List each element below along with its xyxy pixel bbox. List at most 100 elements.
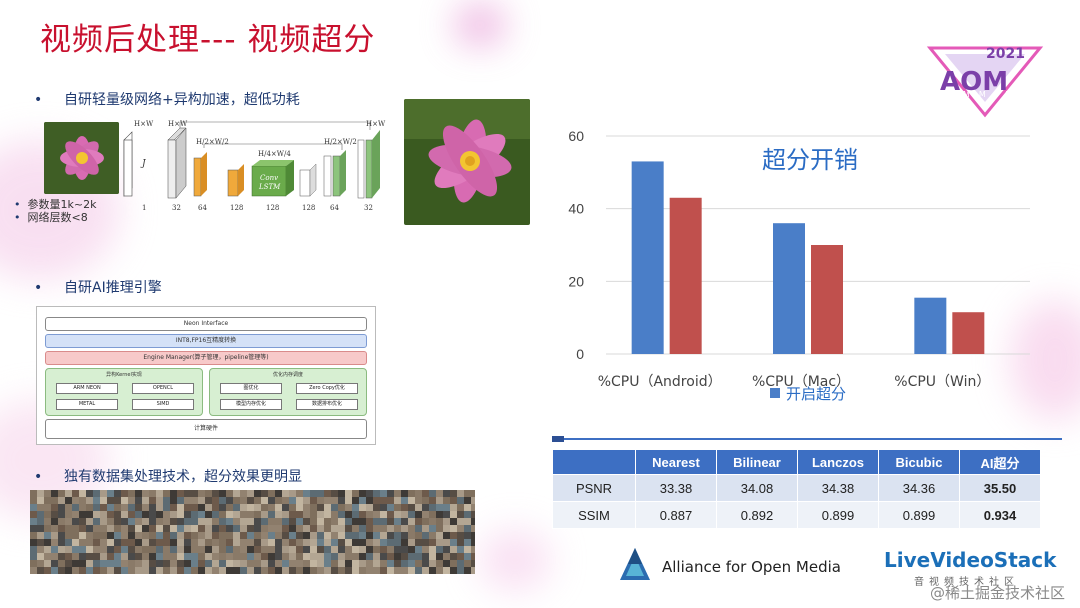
network-params-text: 参数量1k~2k xyxy=(27,198,97,211)
mosaic-tile xyxy=(359,497,366,504)
mosaic-tile xyxy=(261,546,268,553)
mosaic-tile xyxy=(226,532,233,539)
mosaic-tile xyxy=(177,497,184,504)
mosaic-tile xyxy=(37,490,44,497)
mosaic-tile xyxy=(275,511,282,518)
mosaic-tile xyxy=(156,525,163,532)
mosaic-tile xyxy=(128,532,135,539)
mosaic-tile xyxy=(317,567,324,574)
mosaic-tile xyxy=(387,567,394,574)
mosaic-tile xyxy=(219,497,226,504)
mosaic-tile xyxy=(177,518,184,525)
mosaic-tile xyxy=(331,567,338,574)
mosaic-tile xyxy=(142,560,149,567)
mosaic-tile xyxy=(198,567,205,574)
mosaic-tile xyxy=(233,546,240,553)
mosaic-tile xyxy=(247,490,254,497)
mosaic-tile xyxy=(135,539,142,546)
mosaic-tile xyxy=(380,525,387,532)
mosaic-tile xyxy=(100,567,107,574)
metrics-table: Nearest Bilinear Lanczos Bicubic AI超分 PS… xyxy=(552,449,1041,529)
mosaic-tile xyxy=(58,497,65,504)
mosaic-tile xyxy=(366,511,373,518)
mosaic-tile xyxy=(240,490,247,497)
mosaic-tile xyxy=(450,532,457,539)
mosaic-tile xyxy=(324,553,331,560)
mosaic-tile xyxy=(142,539,149,546)
mosaic-tile xyxy=(303,532,310,539)
mosaic-tile xyxy=(198,497,205,504)
mosaic-tile xyxy=(100,546,107,553)
mosaic-tile xyxy=(30,560,37,567)
channel-label: 128 xyxy=(230,204,244,212)
mosaic-tile xyxy=(254,518,261,525)
mosaic-tile xyxy=(415,497,422,504)
mosaic-tile xyxy=(429,546,436,553)
mosaic-tile xyxy=(352,532,359,539)
mosaic-tile xyxy=(380,553,387,560)
mosaic-tile xyxy=(268,525,275,532)
mosaic-tile xyxy=(429,490,436,497)
y-tick-label: 60 xyxy=(568,128,584,144)
mosaic-tile xyxy=(135,497,142,504)
mosaic-tile xyxy=(366,553,373,560)
mosaic-tile xyxy=(471,525,478,532)
mosaic-tile xyxy=(247,504,254,511)
mosaic-tile xyxy=(373,504,380,511)
mosaic-tile xyxy=(471,560,478,567)
mosaic-tile xyxy=(51,497,58,504)
mosaic-tile xyxy=(303,539,310,546)
mosaic-tile xyxy=(429,532,436,539)
mosaic-tile xyxy=(401,490,408,497)
mosaic-tile xyxy=(261,553,268,560)
engine-architecture-diagram: Neon Interface INT8,FP16互精度转换 Engine Man… xyxy=(36,306,376,445)
mosaic-tile xyxy=(37,553,44,560)
lstm-label: LSTM xyxy=(259,183,281,191)
mosaic-tile xyxy=(142,497,149,504)
bullet-network: • 自研轻量级网络+异构加速，超低功耗 xyxy=(34,92,300,108)
mosaic-tile xyxy=(58,511,65,518)
mosaic-tile xyxy=(401,546,408,553)
table-header-cell: Bilinear xyxy=(716,449,798,475)
mosaic-tile xyxy=(205,546,212,553)
engine-cell: METAL xyxy=(56,399,118,410)
mosaic-tile xyxy=(331,532,338,539)
watermark: @稀土掘金技术社区 xyxy=(930,584,1066,602)
mosaic-tile xyxy=(450,511,457,518)
mosaic-tile xyxy=(457,532,464,539)
mosaic-tile xyxy=(30,553,37,560)
mosaic-tile xyxy=(177,546,184,553)
mosaic-tile xyxy=(310,560,317,567)
mosaic-tile xyxy=(303,490,310,497)
mosaic-tile xyxy=(331,518,338,525)
mosaic-tile xyxy=(450,560,457,567)
lvs-logo-subtext: 音视频技术社区 xyxy=(914,577,1019,588)
mosaic-tile xyxy=(457,504,464,511)
mosaic-tile xyxy=(345,560,352,567)
mosaic-tile xyxy=(380,518,387,525)
mosaic-tile xyxy=(338,490,345,497)
mosaic-tile xyxy=(254,567,261,574)
mosaic-tile xyxy=(387,511,394,518)
mosaic-tile xyxy=(373,511,380,518)
mosaic-tile xyxy=(233,504,240,511)
mosaic-tile xyxy=(149,490,156,497)
mosaic-tile xyxy=(415,511,422,518)
table-cell: 0.899 xyxy=(797,501,879,529)
mosaic-tile xyxy=(268,560,275,567)
mosaic-tile xyxy=(296,518,303,525)
mosaic-tile xyxy=(240,504,247,511)
mosaic-tile xyxy=(65,553,72,560)
mosaic-tile xyxy=(289,560,296,567)
mosaic-tile xyxy=(352,497,359,504)
mosaic-tile xyxy=(37,497,44,504)
mosaic-tile xyxy=(422,539,429,546)
dim-label: H×W xyxy=(366,120,386,128)
bar xyxy=(669,197,702,354)
mosaic-tile xyxy=(359,539,366,546)
mosaic-tile xyxy=(422,553,429,560)
mosaic-tile xyxy=(443,518,450,525)
mosaic-tile xyxy=(457,525,464,532)
mosaic-tile xyxy=(317,560,324,567)
mosaic-tile xyxy=(156,546,163,553)
